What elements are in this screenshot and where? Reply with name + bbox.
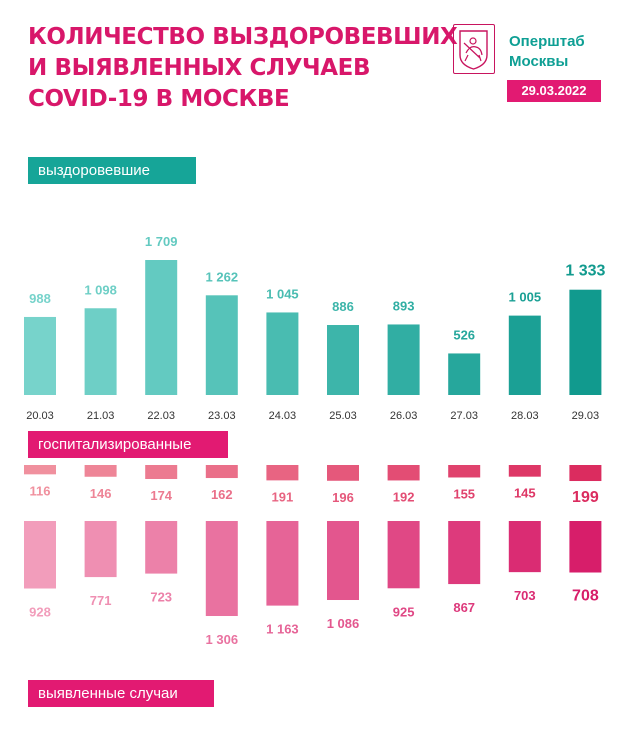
hospitalized-bar bbox=[145, 465, 178, 480]
hospitalized-bar bbox=[387, 465, 420, 481]
recovered-value-label: 988 bbox=[29, 291, 51, 306]
date-tick-label: 26.03 bbox=[390, 410, 418, 422]
date-tick-label: 22.03 bbox=[147, 410, 175, 422]
cases-value-label: 925 bbox=[393, 604, 415, 619]
cases-value-label: 708 bbox=[572, 588, 599, 605]
recovered-bar bbox=[145, 260, 178, 395]
date-tick-label: 21.03 bbox=[87, 410, 115, 422]
hospitalized-bar bbox=[266, 465, 299, 481]
hospitalized-value-label: 191 bbox=[272, 489, 294, 504]
recovered-bar bbox=[569, 289, 602, 395]
recovered-bar bbox=[266, 312, 299, 395]
recovered-bar bbox=[448, 353, 481, 395]
cases-value-label: 928 bbox=[29, 605, 51, 620]
hospitalized-bar bbox=[205, 465, 238, 479]
org-name: Оперштаб Москвы bbox=[509, 32, 585, 72]
cases-value-label: 703 bbox=[514, 588, 536, 603]
hospitalized-bar bbox=[508, 465, 541, 477]
hospitalized-value-label: 116 bbox=[30, 483, 51, 498]
cases-bar bbox=[266, 521, 299, 606]
date-tick-label: 25.03 bbox=[329, 410, 357, 422]
recovered-bar bbox=[387, 324, 420, 395]
date-tick-label: 23.03 bbox=[208, 410, 236, 422]
date-badge: 29.03.2022 bbox=[507, 80, 601, 102]
recovered-value-label: 526 bbox=[453, 327, 475, 342]
recovered-value-label: 893 bbox=[393, 298, 415, 313]
cases-label: выявленные случаи bbox=[28, 680, 214, 707]
date-tick-label: 28.03 bbox=[511, 410, 539, 422]
hospitalized-bar bbox=[84, 465, 117, 477]
hospitalized-value-label: 155 bbox=[453, 486, 475, 501]
recovered-value-label: 1 333 bbox=[565, 263, 605, 280]
moscow-emblem-logo bbox=[453, 24, 495, 74]
date-tick-label: 29.03 bbox=[572, 410, 600, 422]
recovered-bar bbox=[205, 295, 238, 395]
cases-value-label: 1 306 bbox=[206, 632, 239, 647]
cases-bar bbox=[205, 521, 238, 617]
recovered-label: выздоровевшие bbox=[28, 157, 196, 184]
hospitalized-bar bbox=[327, 465, 359, 481]
page-title: КОЛИЧЕСТВО ВЫЗДОРОВЕВШИХ И ВЫЯВЛЕННЫХ СЛ… bbox=[28, 22, 458, 115]
hospitalized-value-label: 162 bbox=[211, 487, 233, 502]
cases-bar bbox=[448, 521, 481, 585]
hospitalized-value-label: 145 bbox=[514, 486, 536, 501]
recovered-value-label: 1 098 bbox=[84, 282, 117, 297]
title-line-2: И ВЫЯВЛЕННЫХ СЛУЧАЕВ bbox=[28, 55, 371, 81]
date-tick-label: 20.03 bbox=[26, 410, 54, 422]
title-line-1: КОЛИЧЕСТВО ВЫЗДОРОВЕВШИХ bbox=[28, 24, 458, 50]
recovered-bar bbox=[508, 315, 541, 395]
recovered-bar bbox=[24, 316, 56, 395]
recovered-bar bbox=[84, 308, 117, 395]
hospitalized-bar bbox=[448, 465, 481, 478]
cases-bar bbox=[24, 521, 56, 589]
date-tick-label: 24.03 bbox=[269, 410, 297, 422]
cases-value-label: 867 bbox=[453, 600, 475, 615]
cases-bar bbox=[508, 521, 541, 573]
cases-bar bbox=[327, 521, 359, 601]
title-line-3: COVID-19 В МОСКВЕ bbox=[28, 86, 290, 112]
date-tick-label: 27.03 bbox=[450, 410, 478, 422]
hospitalized-label: госпитализированные bbox=[28, 431, 228, 458]
hospitalized-value-label: 146 bbox=[90, 486, 112, 501]
recovered-value-label: 1 005 bbox=[509, 290, 542, 305]
cases-bar bbox=[145, 521, 178, 574]
hospitalized-value-label: 196 bbox=[332, 490, 354, 505]
hospitalized-bar bbox=[24, 465, 56, 475]
hospitalized-bar bbox=[569, 465, 602, 482]
cases-value-label: 771 bbox=[90, 593, 112, 608]
hospitalized-value-label: 192 bbox=[393, 489, 415, 504]
recovered-value-label: 886 bbox=[332, 299, 354, 314]
cases-value-label: 1 086 bbox=[327, 616, 360, 631]
cases-bar bbox=[84, 521, 117, 578]
recovered-value-label: 1 045 bbox=[266, 286, 299, 301]
org-line-2: Москвы bbox=[509, 53, 569, 70]
recovered-bar bbox=[327, 325, 359, 395]
moscow-emblem-icon bbox=[459, 30, 488, 70]
cases-bar bbox=[387, 521, 420, 589]
recovered-value-label: 1 709 bbox=[145, 234, 178, 249]
org-line-1: Оперштаб bbox=[509, 33, 585, 50]
cases-value-label: 723 bbox=[150, 590, 172, 605]
recovered-value-label: 1 262 bbox=[206, 269, 239, 284]
cases-bar bbox=[569, 521, 602, 573]
hospitalized-value-label: 174 bbox=[150, 488, 172, 503]
cases-value-label: 1 163 bbox=[266, 622, 299, 637]
hospitalized-value-label: 199 bbox=[572, 489, 599, 506]
